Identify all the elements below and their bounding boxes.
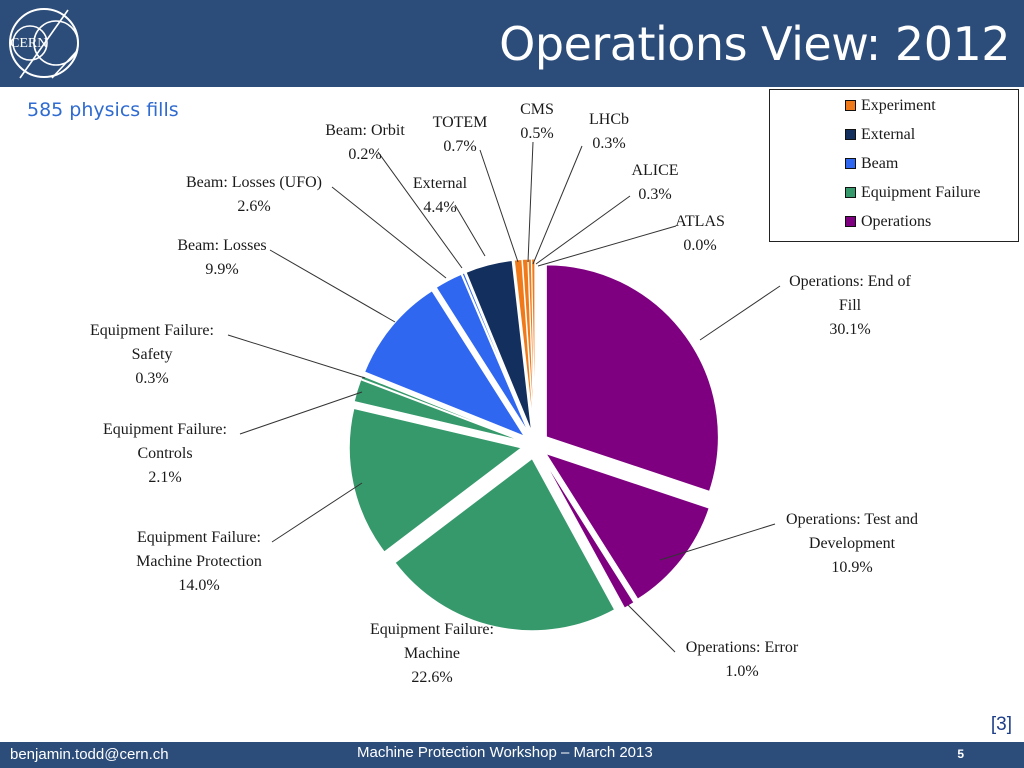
legend-swatch xyxy=(845,187,856,198)
pie-slice xyxy=(363,290,526,438)
pie-slice xyxy=(513,258,535,432)
page-title: Operations View: 2012 xyxy=(499,17,1010,71)
leader-line xyxy=(377,151,463,269)
chart-legend: Experiment External Beam Equipment Failure O… xyxy=(769,89,1019,242)
leader-line xyxy=(239,391,363,435)
slice-label: Operations: Error 1.0% xyxy=(686,639,799,680)
legend-item: Equipment Failure xyxy=(845,184,981,206)
leader-line xyxy=(227,334,366,379)
pie-slice xyxy=(394,457,616,632)
pie-chart: Operations: End of Fill 30.1% Operations: T… xyxy=(90,101,918,686)
legend-item: Beam xyxy=(845,155,898,177)
leader-line xyxy=(269,249,396,323)
cern-logo-text: CERN xyxy=(10,36,47,51)
pie-slice xyxy=(541,456,635,609)
fills-count: 585 physics fills xyxy=(27,99,179,121)
leader-line xyxy=(527,141,534,263)
legend-swatch xyxy=(845,158,856,169)
slice-label: Beam: Orbit 0.2% xyxy=(325,122,405,163)
slice-label: Equipment Failure: Machine Protection 14.0… xyxy=(136,529,262,594)
slice-label: LHCb 0.3% xyxy=(589,111,629,152)
leader-line xyxy=(537,225,677,267)
slice-label: Equipment Failure: Controls 2.1% xyxy=(103,421,227,486)
cern-logo: CERN xyxy=(9,8,79,79)
slice-label: Operations: Test and Development 10.9% xyxy=(786,511,918,576)
legend-item: Operations xyxy=(845,213,931,235)
leader-line xyxy=(627,604,676,653)
pie-slice xyxy=(435,273,529,433)
leader-line xyxy=(532,145,583,265)
reference-label: [3] xyxy=(990,714,1012,735)
pie-slice xyxy=(461,272,531,433)
pie-slice xyxy=(348,407,523,553)
legend-item: Experiment xyxy=(845,97,936,119)
slice-label: Operations: End of Fill 30.1% xyxy=(789,273,911,338)
leader-line xyxy=(659,523,776,561)
slice-label: External 4.4% xyxy=(413,175,468,216)
legend-label: Experiment xyxy=(861,97,936,114)
pie-slice xyxy=(465,259,533,432)
leader-line xyxy=(454,204,486,257)
leader-line xyxy=(535,195,631,265)
slice-label: Equipment Failure: Machine 22.6% xyxy=(370,621,494,686)
leader-line xyxy=(271,482,363,543)
leader-line xyxy=(331,186,447,279)
title-bar: CERN Operations View: 2012 xyxy=(0,0,1024,87)
event-name: Machine Protection Workshop – March 2013 xyxy=(357,744,653,761)
pie-slice xyxy=(353,379,522,442)
legend-label: Operations xyxy=(861,213,932,230)
footer-bar: benjamin.todd@cern.ch Machine Protection… xyxy=(0,742,1024,768)
slice-label: Beam: Losses (UFO) 2.6% xyxy=(186,174,322,215)
slice-label: ATLAS 0.0% xyxy=(675,213,725,254)
legend-label: External xyxy=(861,126,916,143)
slice-label: Equipment Failure: Safety 0.3% xyxy=(90,322,214,387)
pie-slice xyxy=(544,452,710,600)
leader-line xyxy=(699,285,781,341)
slice-label: TOTEM 0.7% xyxy=(433,114,488,155)
legend-label: Beam xyxy=(861,155,899,172)
legend-swatch xyxy=(845,129,856,140)
pie-slice xyxy=(545,264,719,492)
legend-swatch xyxy=(845,216,856,227)
legend-swatch xyxy=(845,100,856,111)
page-number: 5 xyxy=(957,747,964,761)
slice-label: CMS 0.5% xyxy=(520,101,554,142)
legend-label: Equipment Failure xyxy=(861,184,981,201)
legend-item: External xyxy=(845,126,915,148)
author-email: benjamin.todd@cern.ch xyxy=(10,746,169,763)
slice-label: Beam: Losses 9.9% xyxy=(177,237,266,278)
leader-line xyxy=(479,149,519,263)
slice-label: ALICE 0.3% xyxy=(631,162,678,203)
